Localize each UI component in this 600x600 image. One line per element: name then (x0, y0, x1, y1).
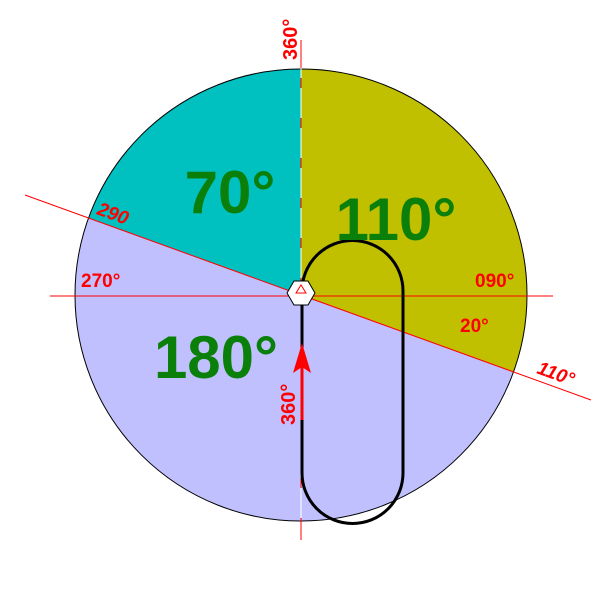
boundary-110-line (300, 294, 592, 401)
boundary-110-label: 110° (534, 358, 577, 391)
heading-360-label: 360° (278, 384, 300, 425)
sector-110-label: 110° (336, 186, 457, 253)
triangle-marker-icon (295, 284, 307, 294)
top-360-label: 360° (280, 19, 302, 60)
east-090-label: 090° (475, 271, 514, 292)
sector-180-label: 180° (154, 324, 278, 391)
heading-arrow-icon (293, 343, 311, 373)
boundary-290-line (24, 194, 302, 296)
west-270-label: 270° (81, 271, 120, 292)
track-path (300, 239, 405, 525)
sector-70 (88, 69, 301, 295)
offset-20-label: 20° (460, 316, 489, 337)
sector-70-label: 70° (185, 159, 276, 226)
